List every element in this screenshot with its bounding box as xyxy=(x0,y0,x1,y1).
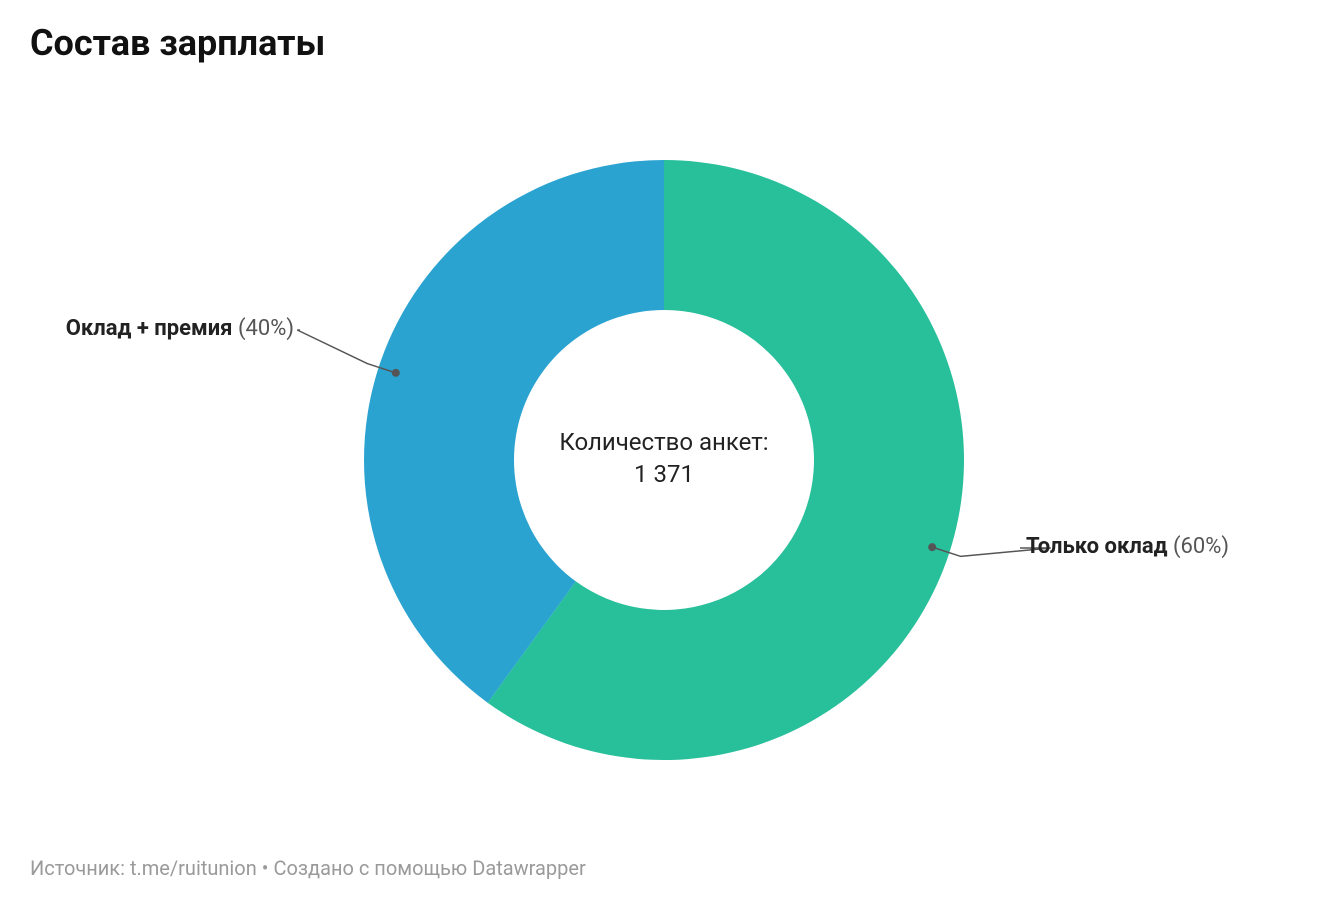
footer-source: t.me/ruitunion xyxy=(130,856,257,880)
center-label-line1: Количество анкет: xyxy=(514,426,814,458)
footer-sep: • xyxy=(262,856,269,880)
chart-footer: Источник: t.me/ruitunion • Создано с пом… xyxy=(30,856,586,880)
leader-dot-salary_bonus xyxy=(392,369,400,377)
center-label: Количество анкет: 1 371 xyxy=(514,426,814,491)
slice-name: Оклад + премия xyxy=(66,316,233,341)
slice-name: Только оклад xyxy=(1026,534,1167,559)
footer-source-prefix: Источник: xyxy=(30,856,125,880)
donut-chart: Количество анкет: 1 371 Только оклад (60… xyxy=(0,0,1328,910)
footer-created-with: Создано с помощью Datawrapper xyxy=(273,856,585,880)
leader-dot-only_salary xyxy=(928,543,936,551)
slice-pct: (40%) xyxy=(238,316,294,341)
slice-pct: (60%) xyxy=(1173,534,1229,559)
slice-label-salary-bonus: Оклад + премия (40%) xyxy=(66,316,294,341)
slice-label-only-salary: Только оклад (60%) xyxy=(1026,534,1229,559)
center-label-line2: 1 371 xyxy=(514,458,814,490)
